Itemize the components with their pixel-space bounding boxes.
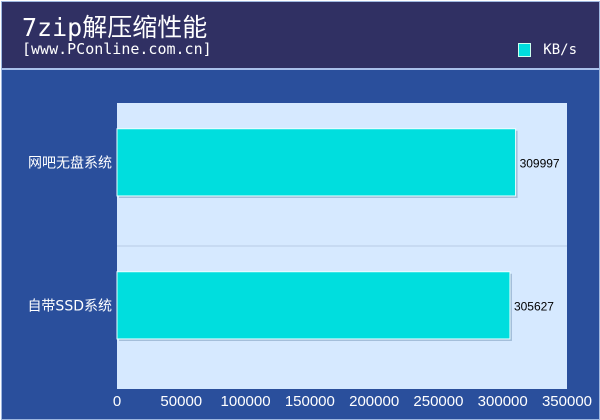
chart-title: 7zip解压缩性能 bbox=[22, 13, 208, 42]
bar bbox=[116, 271, 511, 340]
x-tick-label: 350000 bbox=[542, 393, 592, 410]
x-tick-label: 300000 bbox=[478, 393, 528, 410]
legend: KB/s bbox=[518, 42, 577, 58]
category-label: 网吧无盘系统 bbox=[28, 154, 112, 171]
x-tick-label: 50000 bbox=[160, 393, 202, 410]
chart-header: 7zip解压缩性能 [www.PConline.com.cn] KB/s bbox=[2, 2, 599, 70]
chart-subtitle: [www.PConline.com.cn] bbox=[22, 40, 212, 58]
bar bbox=[116, 128, 517, 197]
x-tick-label: 0 bbox=[113, 393, 121, 410]
x-tick-label: 200000 bbox=[349, 393, 399, 410]
x-tick-label: 150000 bbox=[285, 393, 335, 410]
legend-label: KB/s bbox=[543, 42, 577, 58]
x-tick-label: 100000 bbox=[221, 393, 271, 410]
data-label: 305627 bbox=[514, 299, 554, 313]
category-label: 自带SSD系统 bbox=[27, 298, 112, 314]
data-label: 309997 bbox=[520, 156, 560, 170]
x-tick-label: 250000 bbox=[413, 393, 463, 410]
legend-swatch bbox=[518, 43, 532, 57]
